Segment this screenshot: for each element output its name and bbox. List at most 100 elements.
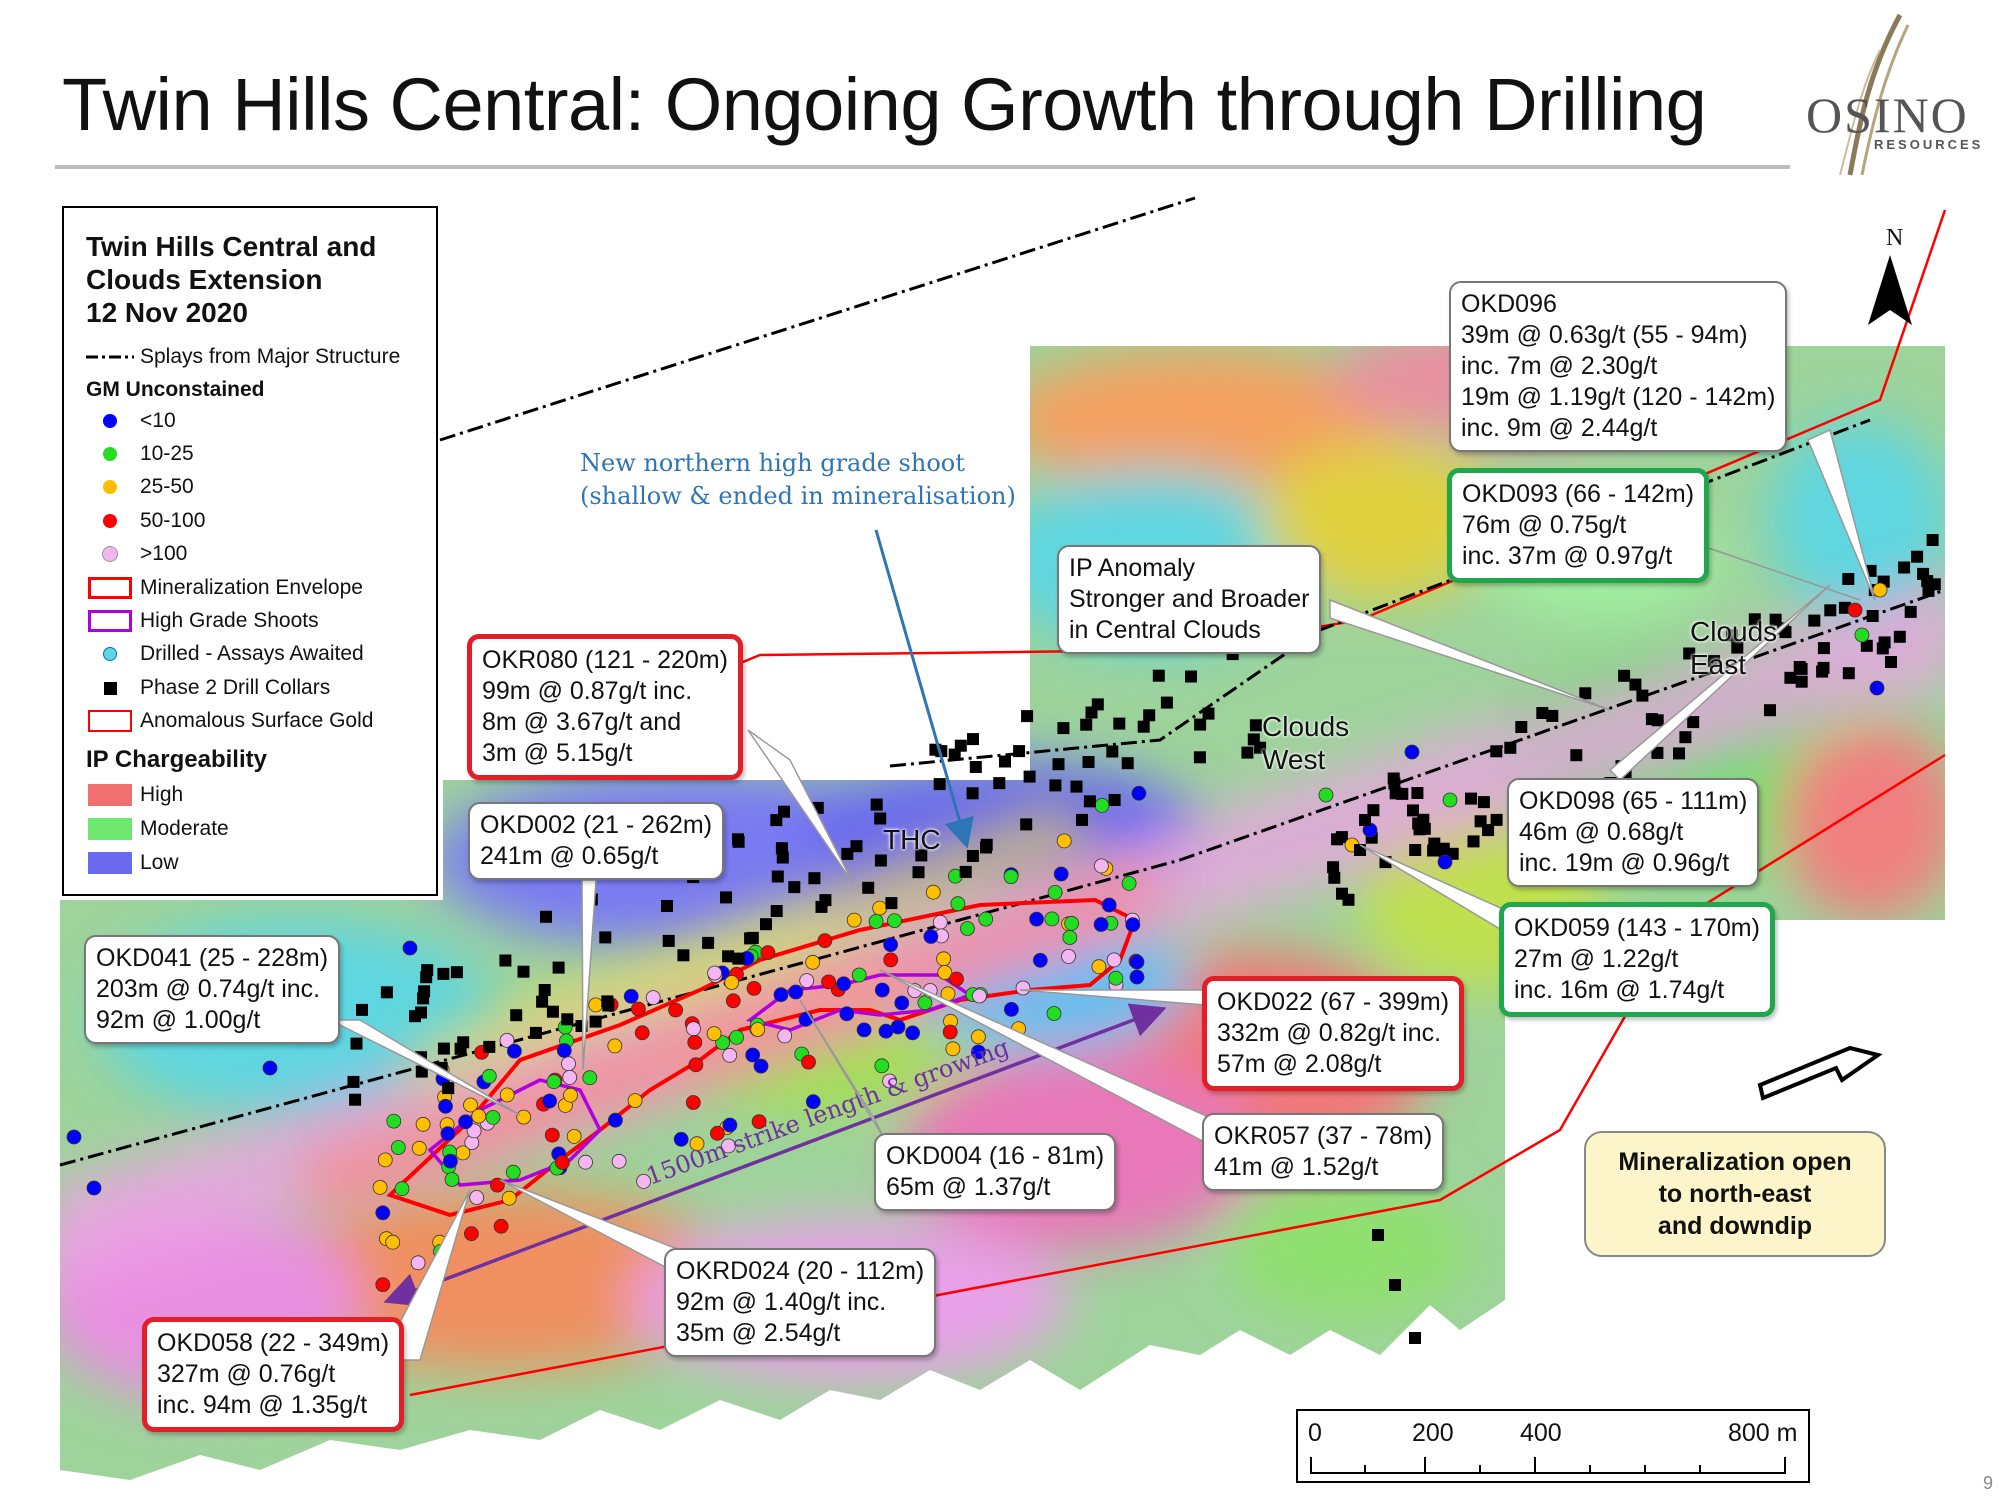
legend-ip-class: High — [84, 780, 183, 810]
drill-hole-dot — [411, 1140, 427, 1156]
drill-hole-dot — [455, 1145, 471, 1161]
drill-hole-dot — [499, 1087, 515, 1103]
drill-hole-dot — [385, 1234, 401, 1250]
drill-hole-dot — [874, 1058, 890, 1074]
drill-collar-square — [1764, 704, 1776, 717]
drill-collar-square — [1636, 689, 1649, 702]
drill-hole-dot — [673, 1131, 689, 1147]
drill-hole-dot — [1442, 792, 1458, 808]
drill-hole-dot — [469, 1190, 485, 1205]
drill-collar-square — [966, 787, 979, 800]
drill-collar-square — [540, 910, 552, 923]
gm-dot-icon — [102, 546, 118, 562]
drill-hole-dot — [872, 900, 888, 916]
drill-collar-square — [454, 1042, 467, 1055]
drill-collar-square — [1731, 641, 1744, 654]
callout-okd093: OKD093 (66 - 142m) 76m @ 0.75g/t inc. 37… — [1447, 468, 1710, 583]
drill-hole-dot — [883, 952, 899, 968]
drill-hole-dot — [725, 993, 741, 1009]
drill-hole-dot — [839, 1006, 855, 1022]
drill-collar-square — [442, 1082, 455, 1095]
open-direction-arrow-icon — [1757, 1045, 1883, 1101]
drill-collar-square — [1396, 787, 1409, 800]
drill-hole-dot — [724, 975, 740, 990]
thc-label: THC — [883, 824, 941, 855]
callout-okd098: OKD098 (65 - 111m) 46m @ 0.68g/t inc. 19… — [1507, 778, 1760, 887]
drill-hole-dot — [729, 1030, 744, 1045]
drill-collar-square — [1769, 613, 1782, 626]
drill-collar-square — [349, 1093, 362, 1106]
red-outline-icon — [88, 710, 132, 732]
drill-hole-dot — [817, 933, 833, 949]
drill-hole-dot — [1029, 911, 1044, 927]
drill-hole-dot — [627, 1093, 643, 1108]
drill-hole-dot — [887, 913, 902, 928]
title-divider — [55, 165, 1790, 169]
callout-okd059: OKD059 (143 - 170m) 27m @ 1.22g/t inc. 1… — [1499, 902, 1775, 1017]
drill-hole-dot — [66, 1129, 82, 1145]
drill-hole-dot — [634, 1025, 650, 1041]
drill-collar-square — [732, 833, 744, 846]
drill-collar-square — [1629, 678, 1642, 691]
drill-collar-square — [1618, 669, 1631, 682]
drill-collar-square — [1427, 844, 1440, 857]
gm-dot-icon — [103, 414, 117, 428]
north-label: N — [1886, 225, 1904, 251]
scale-label: 200 — [1412, 1419, 1454, 1447]
drill-collar-square — [1020, 818, 1033, 831]
drill-hole-dot — [1872, 582, 1888, 598]
drill-hole-dot — [1047, 885, 1063, 900]
drill-collar-square — [1893, 630, 1906, 643]
drill-collar-square — [1070, 780, 1083, 793]
drill-collar-square — [993, 777, 1006, 790]
drill-hole-dot — [687, 1035, 703, 1050]
drill-hole-dot — [1004, 1002, 1019, 1017]
callout-okr057: OKR057 (37 - 78m) 41m @ 1.52g/t — [1202, 1113, 1445, 1191]
drill-collar-square — [1241, 746, 1254, 759]
drill-hole-dot — [631, 1001, 646, 1017]
drill-hole-dot — [402, 940, 418, 956]
legend-ip-class: Moderate — [84, 814, 229, 844]
drill-hole-dot — [608, 1112, 623, 1128]
drill-collar-square — [1898, 561, 1911, 574]
drill-collar-square — [1412, 817, 1425, 830]
legend-gm-class: >100 — [84, 539, 187, 569]
drill-collar-square — [1579, 687, 1592, 700]
drill-hole-dot — [372, 1180, 388, 1195]
drill-collar-square — [788, 881, 801, 894]
drill-collar-square — [418, 985, 431, 998]
drill-hole-dot — [799, 973, 815, 988]
drill-hole-dot — [562, 1070, 578, 1085]
drill-collar-square — [1083, 795, 1096, 808]
drill-hole-dot — [471, 1108, 487, 1124]
drill-hole-dot — [493, 1218, 509, 1234]
drill-collar-square — [1926, 534, 1939, 546]
drill-collar-square — [1645, 713, 1658, 726]
drill-collar-square — [1085, 706, 1098, 719]
page-title: Twin Hills Central: Ongoing Growth throu… — [62, 63, 1707, 146]
drill-hole-dot — [1847, 602, 1863, 618]
drill-collar-square — [1904, 605, 1917, 618]
drill-collar-square — [1467, 835, 1480, 848]
callout-okrd024: OKRD024 (20 - 112m) 92m @ 1.40g/t inc. 3… — [664, 1248, 937, 1357]
drill-hole-dot — [1129, 954, 1145, 970]
drill-collar-square — [677, 949, 690, 962]
drill-collar-square — [732, 952, 745, 965]
drill-hole-dot — [668, 1002, 683, 1018]
drill-hole-dot — [753, 1058, 769, 1074]
drill-collar-square — [959, 865, 972, 878]
drill-hole-dot — [444, 1172, 460, 1187]
drill-hole-dot — [623, 988, 639, 1004]
drill-collar-square — [546, 1005, 559, 1018]
drill-collar-square — [1708, 655, 1721, 668]
callout-okd004: OKD004 (16 - 81m) 65m @ 1.37g/t — [874, 1133, 1117, 1211]
drill-collar-square — [1866, 610, 1879, 622]
gm-dot-icon — [103, 447, 117, 461]
drill-hole-dot — [722, 1047, 738, 1063]
callout-okr080: OKR080 (121 - 220m) 99m @ 0.87g/t inc. 8… — [467, 634, 743, 780]
drill-collar-square — [1683, 647, 1696, 660]
new-shoot-arrow — [874, 529, 974, 849]
legend-surface-gold: Anomalous Surface Gold — [84, 706, 373, 736]
drill-hole-dot — [544, 1127, 560, 1143]
drill-hole-dot — [1106, 952, 1122, 968]
